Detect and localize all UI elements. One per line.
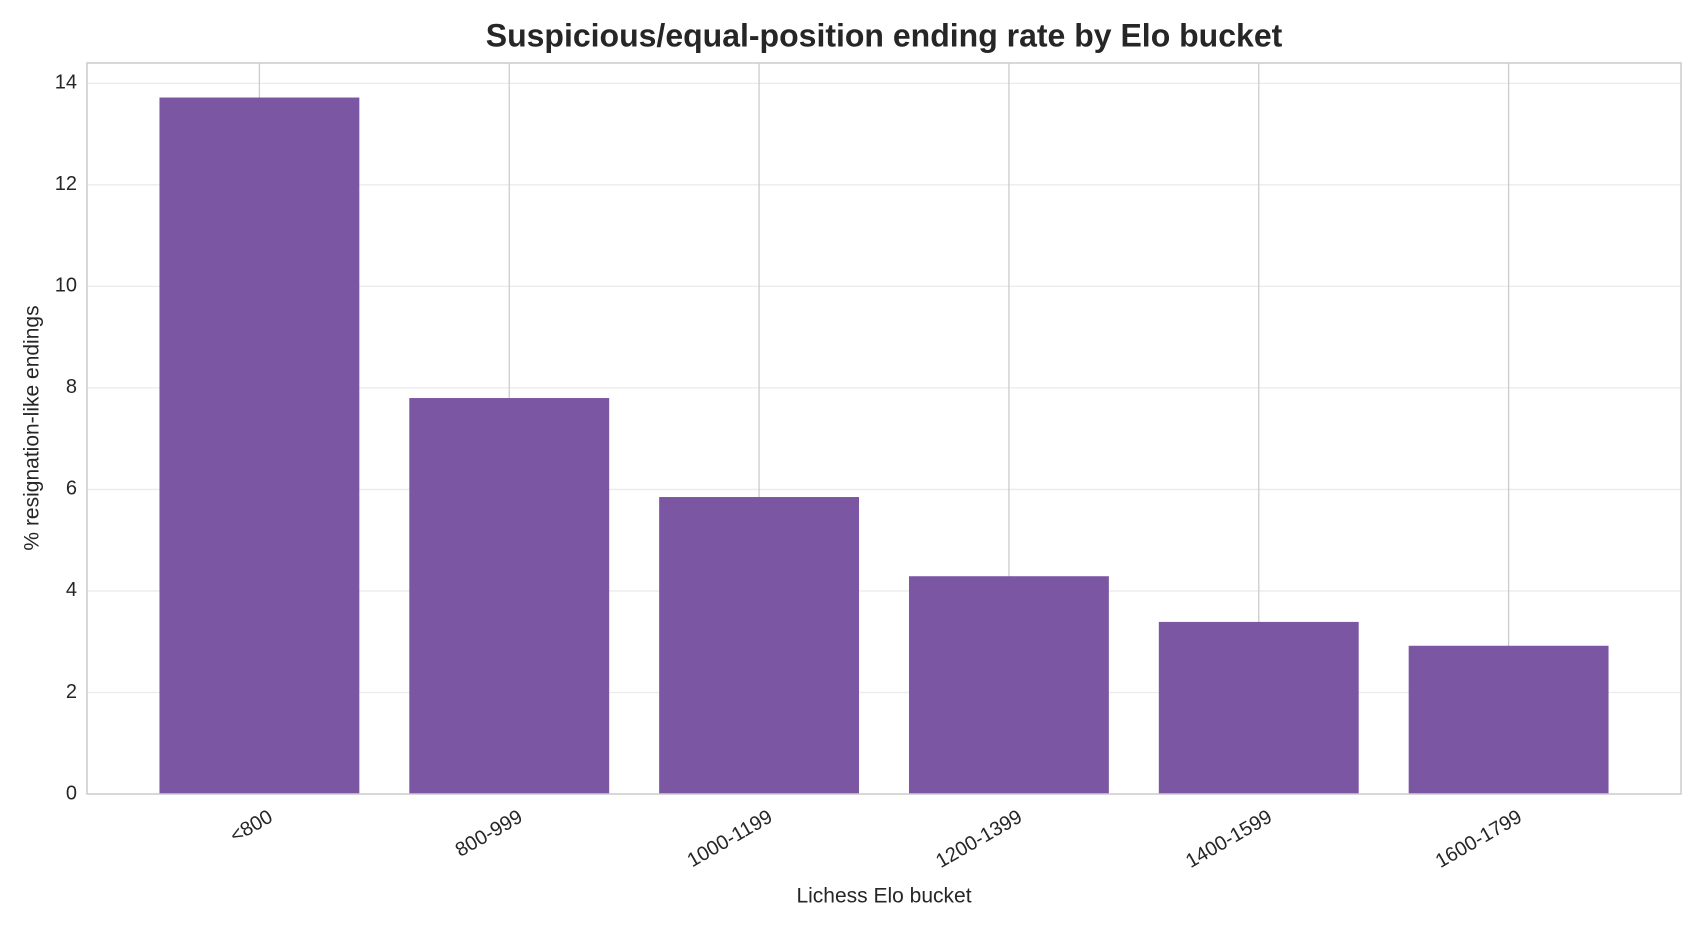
- x-tick-label: 1000-1199: [684, 806, 777, 872]
- x-tick-label: 1400-1599: [1182, 806, 1276, 873]
- bar: [409, 398, 610, 794]
- bar: [159, 97, 360, 794]
- y-tick-label: 6: [66, 478, 77, 500]
- bar: [659, 497, 860, 794]
- y-tick-label: 4: [66, 579, 77, 601]
- y-tick-label: 8: [66, 376, 77, 398]
- y-tick-label: 0: [66, 782, 77, 804]
- chart-title: Suspicious/equal-position ending rate by…: [486, 17, 1283, 53]
- x-tick-label: <800: [227, 806, 277, 848]
- y-tick-label: 12: [55, 173, 77, 195]
- x-axis-label: Lichess Elo bucket: [796, 885, 971, 908]
- x-tick-label: 800-999: [452, 806, 527, 862]
- plot-frame: [86, 62, 1682, 795]
- x-tick-label: 1200-1399: [932, 806, 1026, 873]
- bar: [1408, 645, 1609, 794]
- x-tick-label: 1600-1799: [1432, 806, 1526, 873]
- y-axis-label: % resignation-like endings: [21, 305, 44, 550]
- y-tick-label: 14: [55, 72, 77, 94]
- y-tick-label: 2: [66, 681, 77, 703]
- bar: [1158, 621, 1359, 794]
- y-tick-label: 10: [55, 275, 77, 297]
- bar: [908, 576, 1109, 794]
